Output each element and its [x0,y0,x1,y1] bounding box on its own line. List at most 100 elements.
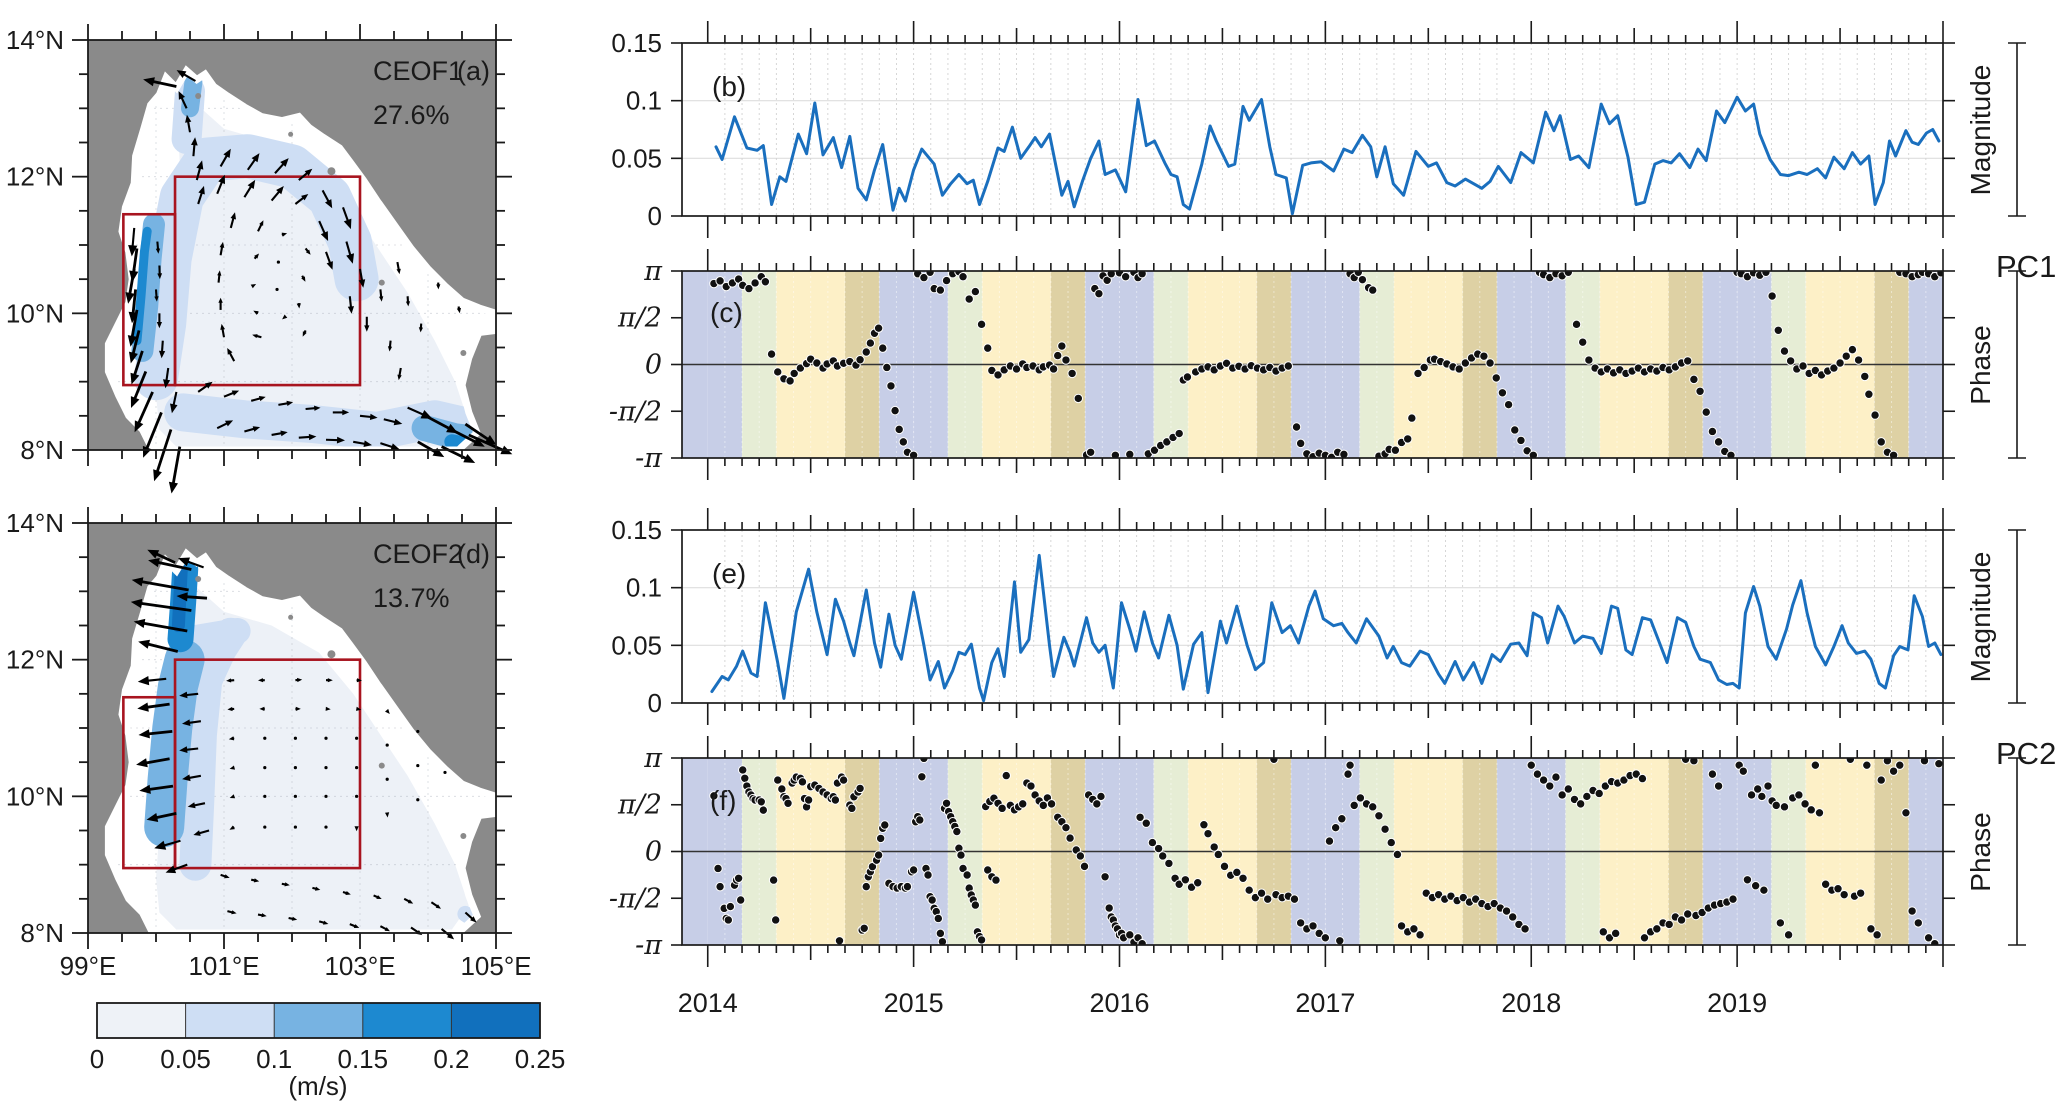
phase-data-point [1785,356,1796,366]
phase-data-point [964,294,974,304]
panel-e-tag: (e) [712,558,746,589]
lat-tick-label: 14°N [6,25,64,55]
phase-data-point [1888,450,1899,458]
current-vector-dot [275,287,279,292]
current-vector [417,440,439,455]
phase-data-point [859,923,869,933]
current-vector-head [387,346,393,352]
phase-data-point [1343,769,1353,779]
map-a-mode-label: CEOF1 [373,56,463,86]
phase-data-point [830,795,841,805]
phase-data-point [1433,889,1444,900]
map-panel-ceof2: 14°N 12°N 10°N 8°N99°E 101°E 103°E 105°E [6,507,532,981]
current-vector-head [176,592,188,602]
phase-data-point [987,365,997,376]
phase-data-point [1683,909,1693,919]
current-vector-head [447,932,455,940]
phase-data-point [758,805,769,815]
current-vector-head [226,678,232,683]
current-vector-head [301,194,309,201]
phase-data-point [1061,355,1071,365]
phase-data-point [976,319,987,330]
current-vector-head [326,261,333,270]
current-vector-head [258,396,266,402]
current-vector-head [432,447,445,458]
phase-tick-label: -π [635,443,663,474]
phase-data-point [1779,346,1790,356]
phase-data-point [1538,775,1549,785]
phase-data-point [768,875,779,885]
phase-data-point [1610,928,1621,939]
phase-data-point [1335,936,1345,945]
phase-data-point [1520,924,1530,934]
current-vector [146,730,173,736]
current-vector-head [143,77,155,87]
current-vector-dot [416,798,420,802]
current-vector-head [178,557,190,567]
panel-f-tag: (f) [710,785,736,816]
phase-data-point [715,881,725,892]
phase-data-point [1141,818,1151,828]
map-d-mode-label: CEOF2 [373,539,463,569]
phase-data-point [937,936,948,945]
phase-data-point [873,850,884,860]
phase-data-point [1137,939,1147,945]
phase-data-point [1011,364,1022,374]
current-vector-head [369,413,378,420]
phase-data-point [1771,800,1781,811]
phase-data-point [1664,919,1674,930]
phase-data-point [795,363,806,373]
current-vector-head [261,913,267,918]
phase-data-point [1263,894,1273,904]
phase-data-point [1571,319,1582,330]
current-vector-head [170,403,178,414]
current-vector-head [364,325,370,332]
phase-data-point [927,895,937,905]
island [378,279,385,286]
current-vector-dot [355,794,359,798]
phase-data-point [1213,849,1224,860]
speed-shading-light [134,134,379,401]
current-vector-head [396,268,401,275]
phase-data-point [1413,368,1423,379]
phase-data-point [1479,351,1489,361]
current-vector-head [251,153,260,163]
current-vector [130,309,139,340]
phase-data-point [1810,760,1821,770]
phase-data-point [1855,888,1866,898]
lon-tick-label: 99°E [60,951,117,981]
current-vector-head [258,678,264,683]
current-vector [132,350,144,378]
phase-data-point [898,437,909,447]
phase-data-point [1073,393,1084,404]
phase-data-point [1820,879,1831,889]
phase-data-point [1872,930,1882,940]
phase-data-point [1283,361,1294,371]
current-vector-head [325,199,333,209]
phase-data-point [1870,410,1880,420]
year-tick-label: 2018 [1501,988,1561,1018]
phase-data-point [1839,889,1849,900]
phase-tick-label: 0 [645,350,662,381]
phase-data-point [1147,837,1158,848]
phase-data-point [1701,407,1711,417]
chart-panel-pc2-magnitude: 0.15 0.1 0.05 0 [611,508,1955,725]
magnitude-tick-label: 0.1 [626,573,662,603]
current-vector-dot [263,736,267,740]
phase-data-point [1357,274,1368,285]
panel-frame [681,42,1944,217]
year-tick-label: 2016 [1089,988,1149,1018]
phase-data-point [1551,772,1561,782]
study-region-rectangle [173,658,362,870]
island [460,349,467,356]
colorbar: 0 0.05 0.1 0.15 0.2 0.25 [90,1002,565,1074]
phase-data-point [1349,800,1359,811]
current-vector-head [182,719,191,726]
current-vector-dot [263,794,267,798]
phase-data-point [1001,770,1011,781]
phase-data-point [1295,918,1306,928]
phase-data-point [873,323,884,333]
colorbar-segment [451,1003,540,1038]
current-vector-head [191,137,198,146]
